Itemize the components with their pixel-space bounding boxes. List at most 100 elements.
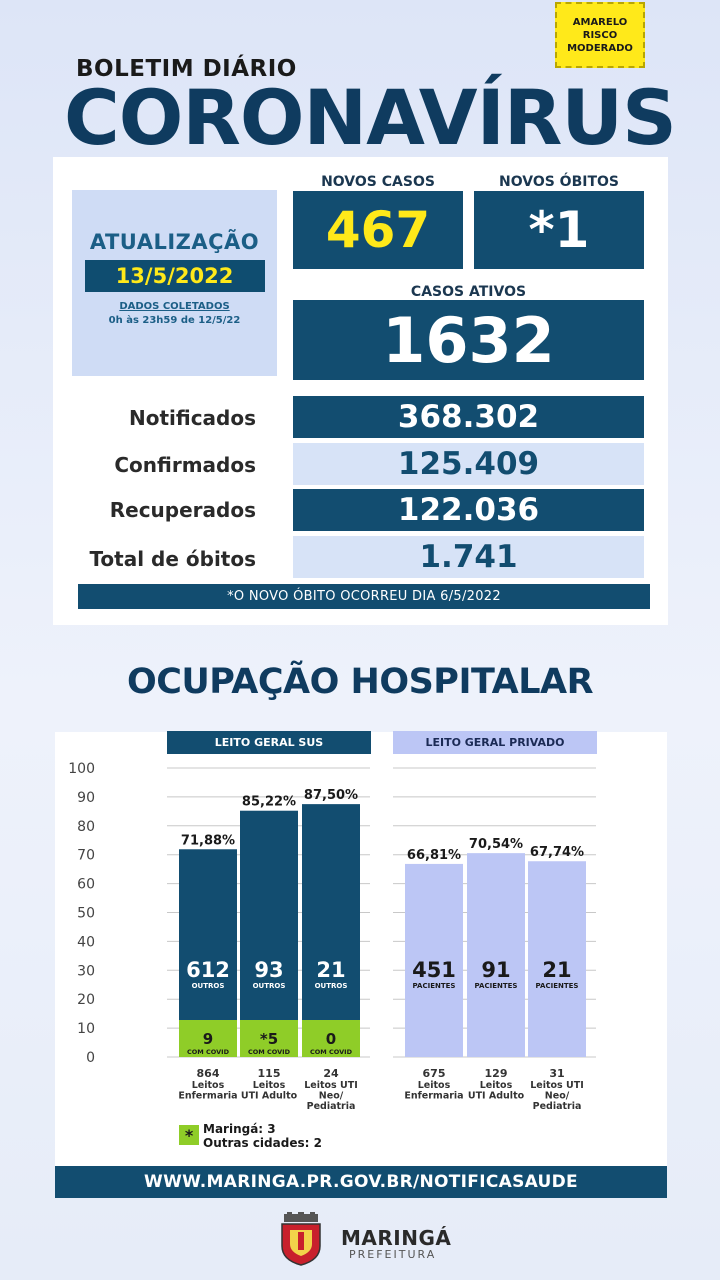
notified-value: 368.302	[293, 396, 644, 438]
bar-bed-type: Leitos	[192, 1080, 225, 1091]
update-box: ATUALIZAÇÃO 13/5/2022 DADOS COLETADOS 0h…	[72, 190, 277, 376]
bar-covid-caption: COM COVID	[187, 1048, 230, 1056]
footer-subtitle: PREFEITURA	[349, 1248, 437, 1261]
risk-line-2: RISCO	[582, 29, 618, 41]
notified-label: Notificados	[128, 406, 256, 430]
total-deaths-label: Total de óbitos	[89, 547, 256, 571]
new-cases-value: 467	[293, 191, 463, 269]
y-tick-label: 50	[77, 906, 95, 922]
bar-covid	[302, 1020, 360, 1057]
bar-patients-caption: PACIENTES	[536, 982, 579, 990]
bar-patients-value: 91	[481, 958, 510, 982]
bar-others	[302, 804, 360, 1020]
bar-others-caption: OUTROS	[315, 982, 348, 990]
sus-group-header: LEITO GERAL SUS	[167, 731, 371, 754]
collected-period: 0h às 23h59 de 12/5/22	[108, 315, 241, 326]
page-title: CORONAVÍRUS	[64, 73, 677, 162]
bar-bed-type: Neo/	[319, 1091, 344, 1102]
bar-others-value: 612	[186, 958, 230, 982]
bar-patients-caption: PACIENTES	[413, 982, 456, 990]
bar-bed-type: UTI Adulto	[468, 1091, 525, 1102]
bar-total-beds: 864	[197, 1067, 220, 1080]
bar-covid-caption: COM COVID	[310, 1048, 353, 1056]
bar-covid	[240, 1020, 298, 1057]
bar-patients-value: 451	[412, 958, 456, 982]
update-date: 13/5/2022	[84, 260, 265, 292]
bar-bed-type: Pediatria	[307, 1101, 356, 1112]
city-coat-of-arms-icon	[281, 1212, 321, 1266]
new-cases-label: NOVOS CASOS	[321, 174, 435, 190]
bar-patients	[405, 863, 463, 1057]
bar-percent-label: 87,50%	[304, 788, 358, 803]
bar-bed-type: Leitos UTI	[530, 1080, 584, 1091]
confirmed-value: 125.409	[293, 443, 644, 485]
asterisk-legend-text: Maringá: 3 Outras cidades: 2	[203, 1122, 322, 1150]
hospital-section-title: OCUPAÇÃO HOSPITALAR	[126, 662, 594, 702]
bar-patients-value: 21	[542, 958, 571, 982]
new-deaths-value: *1	[474, 191, 644, 269]
y-tick-label: 70	[77, 848, 95, 864]
y-tick-label: 100	[68, 761, 95, 777]
bar-bed-type: Leitos	[253, 1080, 286, 1091]
bar-others-caption: OUTROS	[253, 982, 286, 990]
bar-bed-type: Pediatria	[533, 1101, 582, 1112]
bar-others	[240, 810, 298, 1020]
collected-label: DADOS COLETADOS	[119, 301, 230, 312]
death-note: *O NOVO ÓBITO OCORREU DIA 6/5/2022	[78, 584, 650, 609]
y-tick-label: 90	[77, 790, 95, 806]
bar-percent-label: 85,22%	[242, 795, 296, 810]
recovered-label: Recuperados	[109, 498, 256, 522]
footer-name: MARINGÁ	[341, 1226, 452, 1250]
bar-bed-type: Neo/	[545, 1091, 570, 1102]
bar-others-value: 21	[316, 958, 345, 982]
bar-patients-caption: PACIENTES	[475, 982, 518, 990]
bar-total-beds: 24	[323, 1067, 339, 1080]
bar-bed-type: Leitos	[418, 1080, 451, 1091]
bar-covid-caption: COM COVID	[248, 1048, 291, 1056]
y-tick-label: 20	[77, 992, 95, 1008]
bar-covid-value: 9	[203, 1030, 213, 1048]
website-link[interactable]: WWW.MARINGA.PR.GOV.BR/NOTIFICASAUDE	[55, 1166, 667, 1198]
bar-patients	[467, 853, 525, 1057]
total-deaths-value: 1.741	[293, 536, 644, 578]
private-group-header: LEITO GERAL PRIVADO	[393, 731, 597, 754]
bulletin-subtitle: BOLETIM DIÁRIO	[76, 56, 297, 82]
recovered-value: 122.036	[293, 489, 644, 531]
y-tick-label: 60	[77, 877, 95, 893]
y-tick-label: 30	[77, 963, 95, 979]
bar-percent-label: 71,88%	[181, 833, 235, 848]
bar-covid-value: 0	[326, 1030, 336, 1048]
bar-patients	[528, 861, 586, 1057]
bar-covid	[179, 1020, 237, 1057]
bar-bed-type: Leitos	[480, 1080, 513, 1091]
confirmed-label: Confirmados	[114, 453, 256, 477]
bar-percent-label: 67,74%	[530, 845, 584, 860]
update-label: ATUALIZAÇÃO	[89, 230, 260, 254]
bar-percent-label: 66,81%	[407, 848, 461, 863]
bar-others-caption: OUTROS	[192, 982, 225, 990]
asterisk-legend-icon: *	[179, 1125, 199, 1145]
y-tick-label: 80	[77, 819, 95, 835]
bar-others-value: 93	[254, 958, 283, 982]
active-cases-label: CASOS ATIVOS	[410, 284, 527, 300]
bar-percent-label: 70,54%	[469, 837, 523, 852]
bar-bed-type: UTI Adulto	[241, 1091, 298, 1102]
bar-covid-value: *5	[260, 1030, 278, 1048]
y-tick-label: 40	[77, 934, 95, 950]
bar-total-beds: 31	[549, 1067, 564, 1080]
bar-total-beds: 115	[258, 1067, 281, 1080]
risk-line-1: AMARELO	[572, 16, 628, 28]
bar-others	[179, 849, 237, 1020]
new-deaths-label: NOVOS ÓBITOS	[498, 174, 619, 190]
risk-level-badge: AMARELO RISCO MODERADO	[555, 2, 645, 68]
y-tick-label: 0	[86, 1050, 95, 1066]
bar-bed-type: Enfermaria	[404, 1091, 463, 1102]
active-cases-value: 1632	[293, 300, 644, 380]
legend-line-other: Outras cidades: 2	[203, 1136, 322, 1150]
bar-total-beds: 675	[423, 1067, 446, 1080]
legend-line-maringa: Maringá: 3	[203, 1122, 276, 1136]
bar-bed-type: Enfermaria	[178, 1091, 237, 1102]
y-tick-label: 10	[77, 1021, 95, 1037]
bar-total-beds: 129	[485, 1067, 508, 1080]
